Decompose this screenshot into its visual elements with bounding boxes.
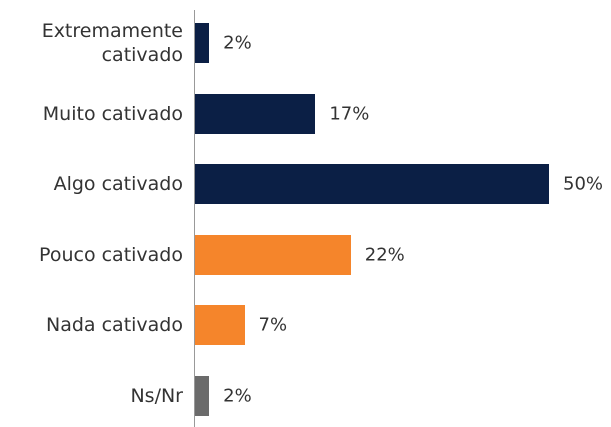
bar xyxy=(195,234,351,275)
bar xyxy=(195,305,245,346)
value-label: 2% xyxy=(223,32,252,54)
axis-line xyxy=(194,10,195,427)
category-label: Extremamente cativado xyxy=(41,20,183,66)
bar xyxy=(195,376,210,416)
value-label: 7% xyxy=(258,314,288,336)
value-label: 50% xyxy=(563,173,604,195)
value-label: 2% xyxy=(223,385,252,407)
value-label: 17% xyxy=(329,103,370,125)
category-label: Pouco cativado xyxy=(39,243,183,266)
category-label: Algo cativado xyxy=(53,173,183,196)
bar xyxy=(195,164,549,205)
bar xyxy=(195,93,316,134)
bar xyxy=(195,23,210,63)
category-label: Ns/Nr xyxy=(130,385,183,407)
category-label: Muito cativado xyxy=(42,102,183,125)
category-label: Nada cativado xyxy=(46,314,183,337)
value-label: 22% xyxy=(364,244,405,266)
